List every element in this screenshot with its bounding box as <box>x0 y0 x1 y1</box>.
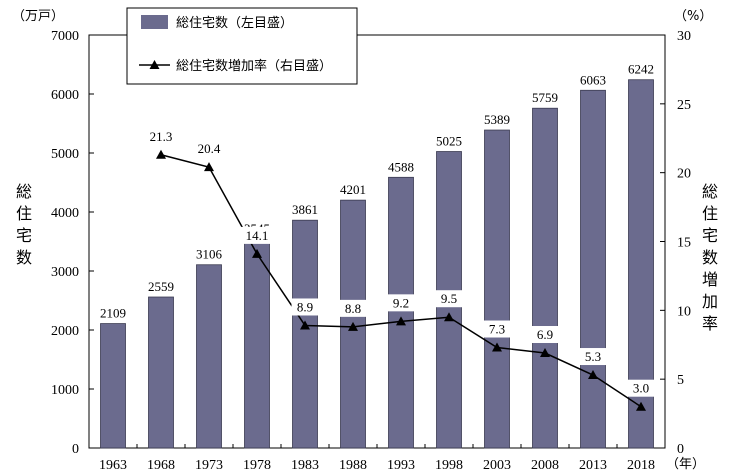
legend-bar-label: 総住宅数（左目盛） <box>176 16 293 31</box>
triangle-marker-icon <box>204 162 214 172</box>
point-value-label: 14.1 <box>246 228 269 243</box>
right-tick-label: 25 <box>677 98 691 113</box>
bar-labels: 2109255931063545386142014588502553895759… <box>100 62 654 321</box>
bar <box>196 264 222 449</box>
left-tick-label: 0 <box>72 442 79 457</box>
bar <box>580 89 606 449</box>
x-tick-label: 1998 <box>435 458 463 473</box>
triangle-marker-icon <box>636 401 646 411</box>
right-axis-ticks: 0 5 10 15 20 25 30 <box>660 29 691 457</box>
x-tick-label: 2003 <box>483 458 511 473</box>
left-axis-unit: （万戸） <box>12 9 64 24</box>
bar <box>244 238 270 449</box>
right-axis-label: 総住宅数増加率 <box>702 182 718 333</box>
point-label-background <box>435 290 463 308</box>
bar <box>292 219 318 449</box>
bar <box>484 129 510 449</box>
left-axis-ticks: 0 1000 2000 3000 4000 5000 6000 7000 <box>51 29 94 457</box>
left-tick-label: 4000 <box>51 206 79 221</box>
point-label-background <box>387 294 415 312</box>
point-value-label: 20.4 <box>198 141 221 156</box>
bar-value-label: 3861 <box>292 202 318 217</box>
bar <box>388 176 414 449</box>
left-axis-label: 総住宅数 <box>16 182 32 267</box>
bar <box>532 107 558 449</box>
point-value-label: 8.8 <box>345 301 361 316</box>
x-tick-label: 1968 <box>147 458 175 473</box>
point-label-background <box>579 348 607 366</box>
point-value-label: 6.9 <box>537 327 553 342</box>
point-value-label: 8.9 <box>297 299 313 314</box>
bar-value-label: 4201 <box>340 182 366 197</box>
x-tick-label: 1993 <box>387 458 415 473</box>
bar <box>100 323 126 449</box>
bar-value-label: 5025 <box>436 134 462 149</box>
x-tick-label: 1963 <box>99 458 127 473</box>
left-tick-label: 2000 <box>51 324 79 339</box>
bar <box>148 296 174 449</box>
legend-triangle-icon <box>149 60 160 69</box>
point-label-background <box>627 379 655 397</box>
legend-bar-swatch <box>141 15 168 29</box>
bar-series <box>100 79 654 449</box>
triangle-marker-icon <box>540 348 550 358</box>
bar-value-label: 6063 <box>580 72 606 87</box>
left-tick-label: 1000 <box>51 383 79 398</box>
line-series <box>156 149 646 411</box>
right-tick-label: 15 <box>677 236 691 251</box>
triangle-marker-icon <box>300 320 310 330</box>
point-label-background <box>339 299 367 317</box>
left-tick-label: 7000 <box>51 29 79 44</box>
left-tick-label: 5000 <box>51 147 79 162</box>
right-tick-label: 10 <box>677 304 691 319</box>
point-value-label: 7.3 <box>489 322 505 337</box>
right-tick-label: 5 <box>677 373 684 388</box>
triangle-marker-icon <box>492 342 502 352</box>
triangle-marker-icon <box>156 149 166 159</box>
legend-line-label: 総住宅数増加率（右目盛） <box>176 58 332 74</box>
x-axis-unit: （年） <box>666 457 705 472</box>
right-axis-unit: （%） <box>674 9 712 24</box>
point-value-label: 5.3 <box>585 349 601 364</box>
x-axis-ticks: 1963 1968 1973 1978 1983 1988 1993 1998 2003 2008… <box>99 444 666 473</box>
x-tick-label: 1973 <box>195 458 223 473</box>
bar-value-label: 2109 <box>100 306 126 321</box>
point-label-background <box>531 326 559 344</box>
right-tick-label: 20 <box>677 167 691 182</box>
x-tick-label: 2013 <box>579 458 607 473</box>
triangle-marker-icon <box>396 316 406 326</box>
point-value-label: 3.0 <box>633 381 649 396</box>
triangle-marker-icon <box>252 248 262 258</box>
point-labels: 21.3 20.4 14.1 8.9 8.8 9.2 9.5 7.3 6.9 5.3 3.0 <box>144 127 655 397</box>
left-tick-label: 3000 <box>51 265 79 280</box>
right-tick-label: 30 <box>677 29 691 44</box>
x-tick-label: 1978 <box>243 458 271 473</box>
right-tick-label: 0 <box>677 442 684 457</box>
left-tick-label: 6000 <box>51 88 79 103</box>
point-label-background <box>192 140 226 158</box>
point-value-label: 9.5 <box>441 291 457 306</box>
bar-value-label: 6242 <box>628 62 654 77</box>
bar-value-label: 2559 <box>148 279 174 294</box>
triangle-marker-icon <box>588 370 598 380</box>
triangle-marker-icon <box>444 312 454 322</box>
legend: 総住宅数（左目盛） 総住宅数増加率（右目盛） <box>126 7 358 85</box>
triangle-marker-icon <box>348 321 358 331</box>
plot-frame <box>88 34 666 449</box>
point-value-label: 9.2 <box>393 295 409 310</box>
point-label-background <box>240 226 274 244</box>
point-label-background <box>144 127 178 145</box>
bar-value-label: 5759 <box>532 90 558 105</box>
x-tick-label: 1983 <box>291 458 319 473</box>
bar-value-label: 4588 <box>388 159 414 174</box>
point-value-label: 21.3 <box>150 129 173 144</box>
point-label-background <box>483 320 511 338</box>
bar-value-label: 3106 <box>196 247 223 262</box>
x-tick-label: 2008 <box>531 458 559 473</box>
x-tick-label: 1988 <box>339 458 367 473</box>
point-label-background <box>291 298 319 316</box>
x-tick-label: 2018 <box>627 458 655 473</box>
bar-value-label: 5389 <box>484 112 510 127</box>
